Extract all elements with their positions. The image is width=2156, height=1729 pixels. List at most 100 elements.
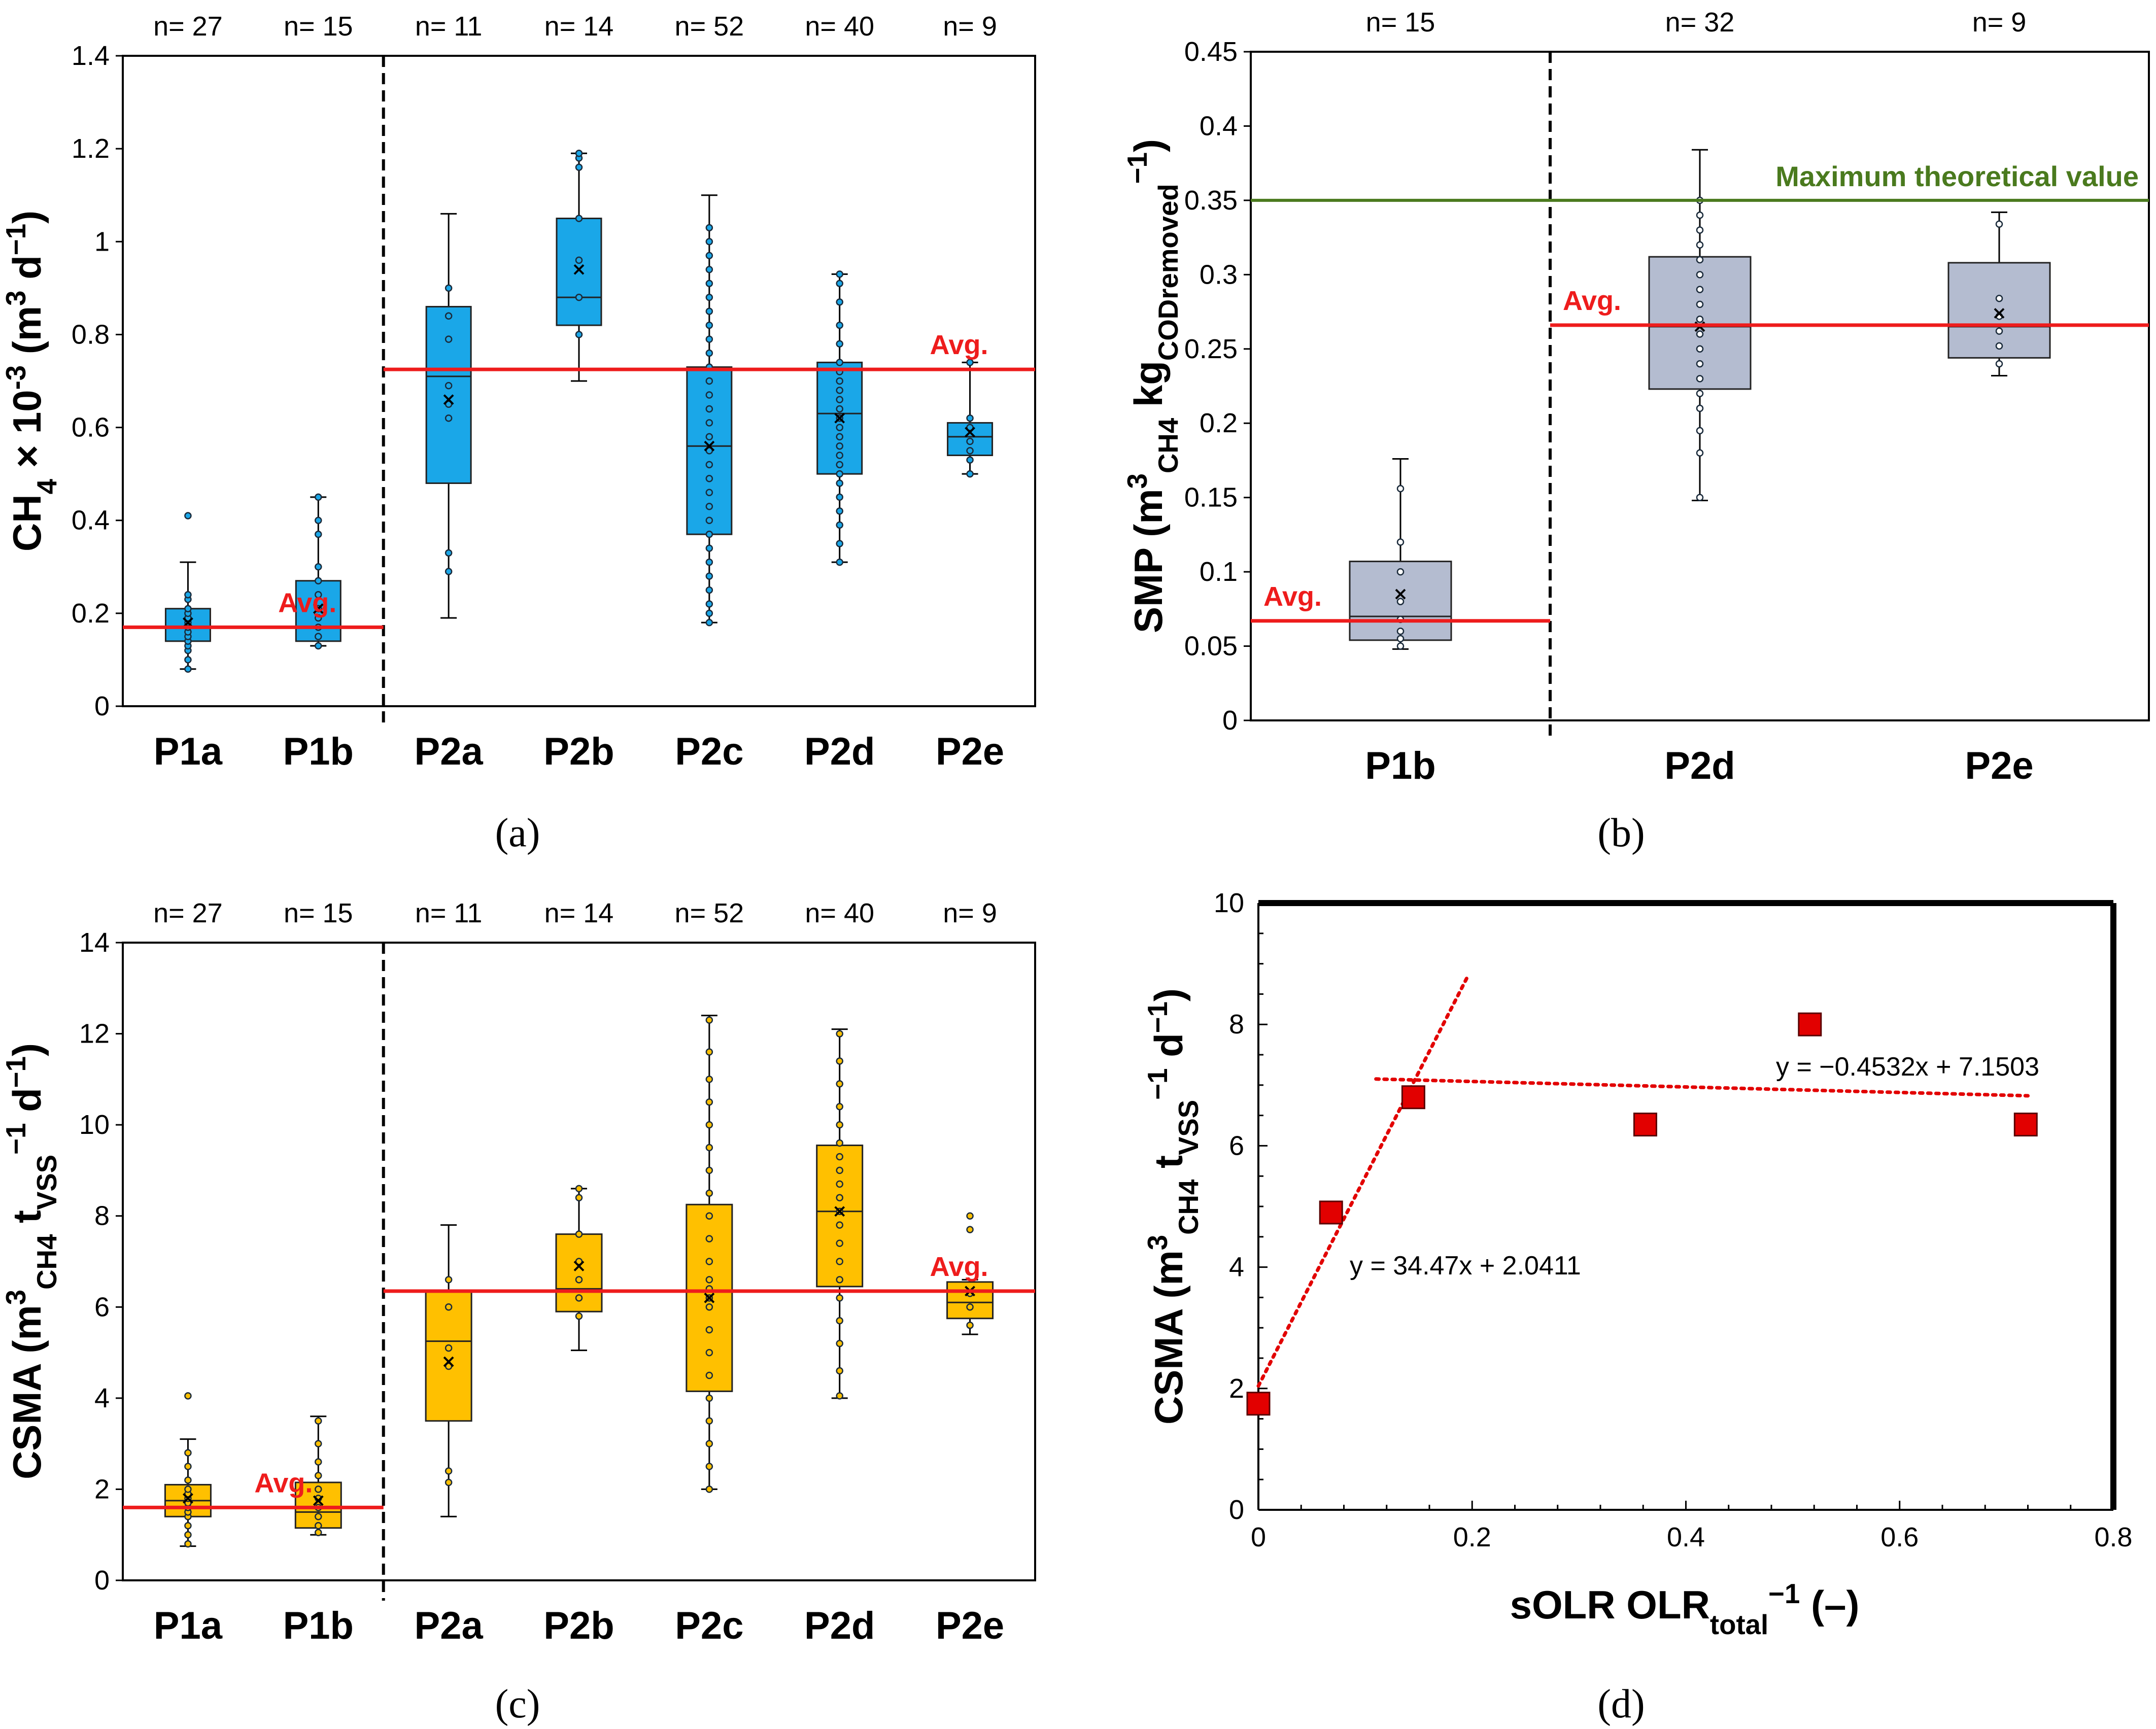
data-point bbox=[1995, 327, 2003, 335]
data-point bbox=[705, 335, 713, 343]
category-label: P2d bbox=[804, 730, 875, 773]
data-point bbox=[1696, 404, 1704, 412]
data-point bbox=[966, 424, 974, 431]
data-point bbox=[705, 1048, 713, 1056]
y-axis-title: CSMA (m3CH4 tVSS−1 d−1) bbox=[1142, 988, 1204, 1425]
data-point bbox=[315, 577, 322, 585]
data-point bbox=[836, 1153, 843, 1161]
y-axis-title: SMP (m3CH4 kgCODremoved−1) bbox=[1122, 139, 1184, 633]
data-point bbox=[315, 642, 322, 650]
data-point bbox=[1696, 427, 1704, 435]
data-point bbox=[705, 307, 713, 315]
data-point bbox=[705, 377, 713, 385]
data-point bbox=[705, 618, 713, 627]
trendline bbox=[1256, 976, 1469, 1388]
data-point bbox=[836, 396, 843, 403]
box-P2d bbox=[816, 1028, 864, 1400]
data-point bbox=[315, 1522, 322, 1530]
data-point bbox=[184, 1522, 192, 1530]
data-point bbox=[705, 558, 713, 566]
data-point bbox=[1396, 635, 1405, 643]
data-point bbox=[1396, 568, 1405, 576]
count-label: n= 15 bbox=[1366, 7, 1435, 38]
mean-marker bbox=[834, 412, 845, 424]
data-point bbox=[705, 321, 713, 329]
average-label: Avg. bbox=[930, 1252, 988, 1282]
data-point bbox=[444, 568, 453, 575]
data-point bbox=[705, 586, 713, 594]
data-point bbox=[575, 293, 583, 301]
count-label: n= 15 bbox=[284, 11, 353, 42]
data-point bbox=[315, 591, 322, 599]
data-point bbox=[315, 493, 322, 501]
x-tick-label: 0.2 bbox=[1453, 1522, 1491, 1552]
mean-marker bbox=[313, 1495, 324, 1506]
iqr-box bbox=[946, 1281, 994, 1320]
mean-marker bbox=[834, 1206, 845, 1217]
data-point bbox=[1798, 1012, 1822, 1036]
data-point bbox=[966, 447, 974, 455]
category-label: P2b bbox=[543, 1604, 614, 1647]
data-point bbox=[705, 1235, 713, 1242]
data-point bbox=[705, 265, 713, 273]
mean-marker bbox=[443, 1356, 454, 1367]
box-P2a bbox=[425, 1224, 472, 1517]
category-label: P1b bbox=[283, 1604, 354, 1647]
mean-marker bbox=[313, 603, 324, 614]
data-point bbox=[575, 1276, 583, 1284]
box-P2e bbox=[946, 1212, 994, 1335]
data-point bbox=[966, 456, 974, 464]
caption-a: (a) bbox=[495, 811, 540, 855]
box-P2b bbox=[556, 150, 602, 382]
y-tick-label: 12 bbox=[79, 1019, 110, 1049]
data-point bbox=[315, 1417, 322, 1425]
y-tick-label: 8 bbox=[94, 1201, 110, 1231]
data-point bbox=[1995, 294, 2003, 302]
panel-a-ch4-boxplot: 0 0.2 0.4 0.6 0.8 1 1.2 1.4 P1a n= 27 P1b n= 15 P2a n… bbox=[1, 11, 1036, 773]
data-point bbox=[1696, 300, 1704, 308]
data-point bbox=[836, 387, 843, 394]
data-point bbox=[705, 391, 713, 399]
data-point bbox=[1319, 1200, 1343, 1225]
trendline-equation: y = −0.4532x + 7.1503 bbox=[1776, 1052, 2039, 1082]
panel-c-csma-boxplot: 0 2 4 6 8 10 12 14 P1a n= 27 P1b n= 15 P2a n= 11 P2b n=… bbox=[1, 898, 1036, 1647]
data-point bbox=[1995, 342, 2003, 350]
category-label: P2c bbox=[675, 1604, 743, 1647]
data-point bbox=[705, 1016, 713, 1024]
category-label: P2b bbox=[543, 730, 614, 773]
category-label: P2d bbox=[804, 1604, 875, 1647]
count-label: n= 14 bbox=[544, 898, 614, 928]
data-point bbox=[315, 563, 322, 571]
mean-marker bbox=[183, 1493, 193, 1504]
data-point bbox=[575, 163, 583, 171]
iqr-box bbox=[556, 218, 602, 326]
category-label: P2e bbox=[936, 730, 1004, 773]
data-point bbox=[836, 493, 843, 501]
y-tick-label: 0.4 bbox=[72, 505, 110, 536]
data-point bbox=[705, 1440, 713, 1447]
y-tick-label: 0.4 bbox=[1200, 111, 1238, 141]
box-P2d bbox=[816, 270, 863, 566]
data-point bbox=[1696, 494, 1704, 501]
y-tick-label: 0.25 bbox=[1184, 334, 1238, 364]
data-point bbox=[836, 359, 843, 366]
box-P1a bbox=[164, 512, 211, 673]
data-point bbox=[184, 591, 192, 599]
data-point bbox=[836, 1294, 843, 1302]
y-tick-label: 1.4 bbox=[72, 41, 110, 71]
data-point bbox=[184, 1485, 192, 1493]
category-label: P2c bbox=[675, 730, 743, 773]
data-point bbox=[1401, 1085, 1425, 1110]
data-point bbox=[836, 1392, 843, 1400]
plot-frame bbox=[122, 942, 1036, 1581]
data-point bbox=[1995, 360, 2003, 368]
y-tick-label: 10 bbox=[1214, 888, 1244, 918]
category-label: P2a bbox=[415, 1604, 484, 1647]
data-point bbox=[184, 512, 192, 520]
count-label: n= 14 bbox=[544, 11, 614, 42]
data-point bbox=[444, 1344, 453, 1352]
data-point bbox=[705, 224, 713, 232]
y-tick-label: 2 bbox=[94, 1474, 110, 1504]
category-label: P1a bbox=[154, 1604, 223, 1647]
data-point bbox=[705, 238, 713, 246]
